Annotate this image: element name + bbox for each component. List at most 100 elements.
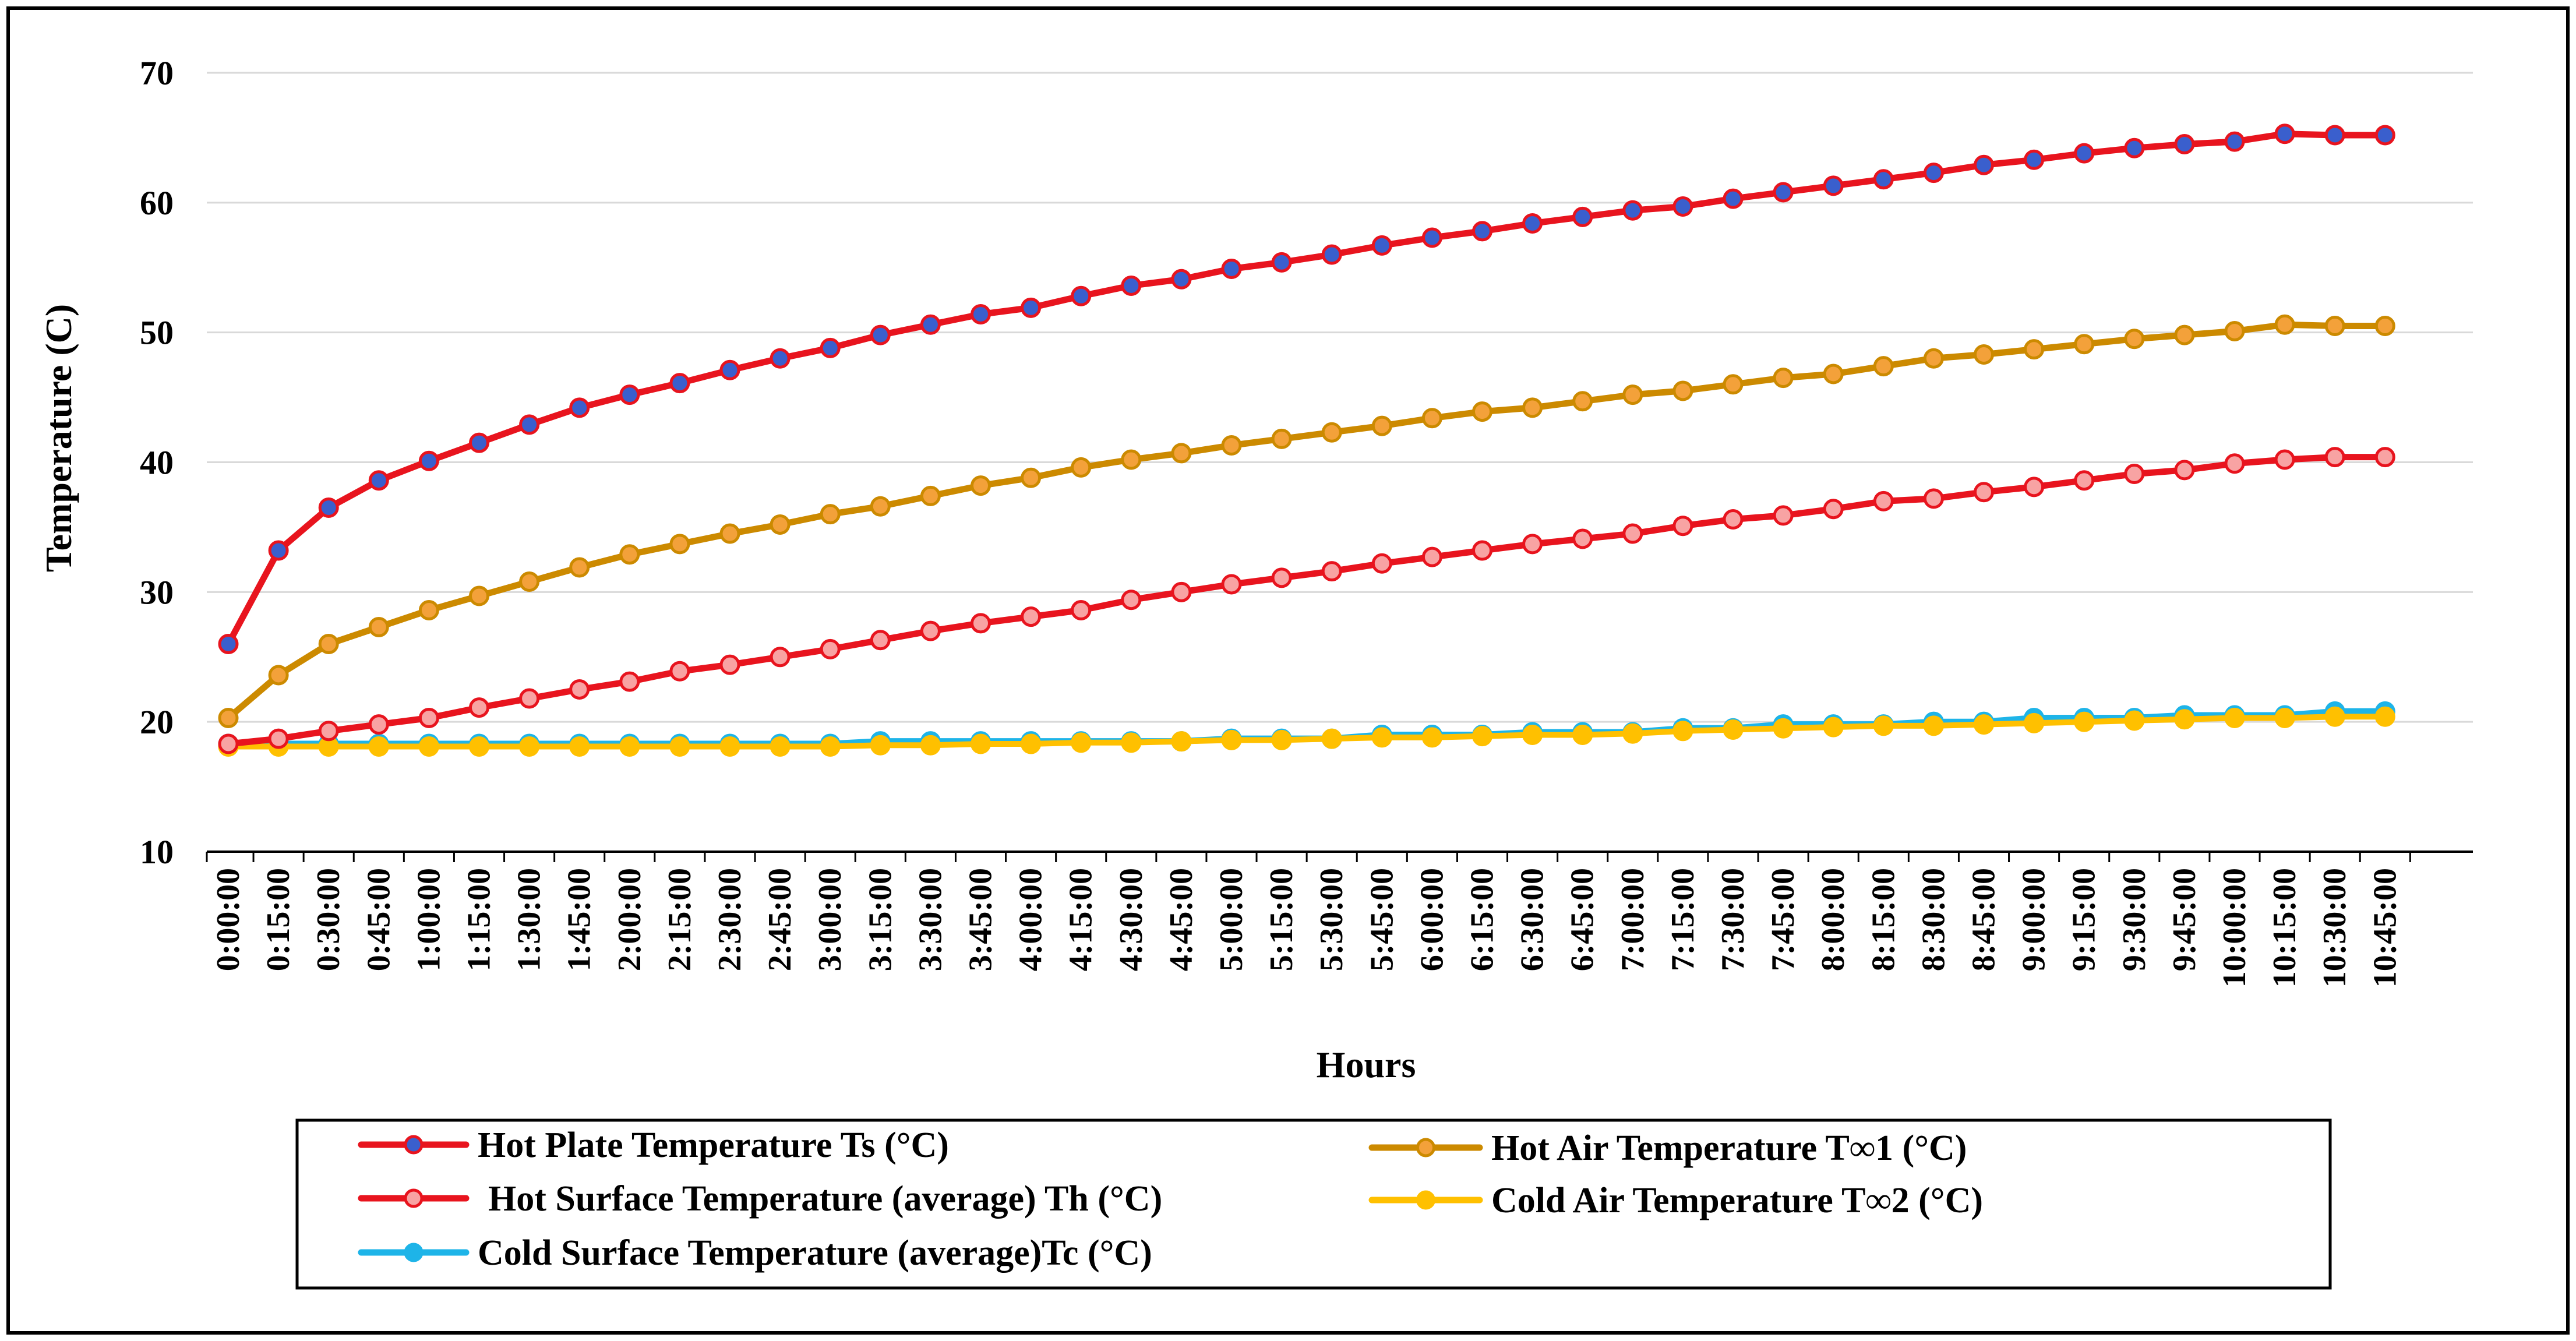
y-tick-label: 20: [140, 703, 174, 741]
data-point: [1221, 435, 1242, 456]
legend-item-5: Cold Surface Temperature (average)Tc (°C…: [358, 1233, 1152, 1273]
data-point: [1773, 505, 1794, 526]
data-point: [2174, 460, 2195, 481]
data-point: [1974, 482, 1994, 503]
data-point: [820, 337, 841, 358]
data-point: [1472, 540, 1492, 561]
data-point: [1622, 523, 1643, 544]
data-point: [519, 571, 540, 592]
data-point: [719, 654, 740, 675]
data-point: [1271, 428, 1292, 449]
data-point: [669, 661, 690, 682]
x-tick-label: 10:30:00: [2317, 868, 2353, 987]
legend-swatch-marker: [1416, 1138, 1435, 1158]
data-point: [770, 514, 791, 535]
data-point: [1021, 467, 1042, 488]
data-point: [1873, 715, 1894, 736]
data-point: [218, 733, 239, 754]
data-point: [1522, 213, 1543, 234]
data-point: [569, 679, 590, 700]
data-point: [2224, 707, 2245, 728]
data-point: [2374, 706, 2395, 727]
legend-swatch-marker: [404, 1188, 424, 1208]
data-point: [1672, 380, 1693, 401]
data-point: [2224, 320, 2245, 341]
data-point: [1321, 728, 1342, 749]
data-point: [1121, 590, 1142, 610]
data-point: [2374, 125, 2395, 146]
data-point: [1873, 169, 1894, 190]
x-tick-label: 9:30:00: [2116, 868, 2152, 971]
data-point: [569, 397, 590, 418]
data-point: [1522, 534, 1543, 555]
x-tick-label: 5:30:00: [1314, 868, 1350, 971]
data-point: [770, 647, 791, 668]
data-point: [1723, 374, 1744, 395]
data-point: [1522, 397, 1543, 418]
data-point: [2274, 449, 2295, 470]
data-point: [1121, 449, 1142, 470]
x-tick-label: 10:15:00: [2267, 868, 2303, 987]
series-1: [218, 123, 2395, 654]
data-point: [1572, 391, 1593, 412]
data-point: [920, 735, 941, 756]
x-tick-label: 3:00:00: [812, 868, 848, 971]
data-point: [920, 620, 941, 641]
data-point: [971, 475, 991, 496]
data-point: [1321, 422, 1342, 443]
data-point: [1371, 415, 1392, 436]
data-point: [2224, 453, 2245, 474]
data-point: [1622, 723, 1643, 744]
data-point: [318, 497, 339, 518]
legend-label: Hot Air Temperature T∞1 (°C): [1491, 1128, 1967, 1168]
legend-item-2: Hot Air Temperature T∞1 (°C): [1368, 1128, 1967, 1168]
data-point: [1171, 731, 1192, 752]
x-tick-label: 9:15:00: [2066, 868, 2102, 971]
data-point: [669, 736, 690, 757]
x-tick-label: 9:00:00: [2016, 868, 2052, 971]
x-tick-label: 8:30:00: [1915, 868, 1952, 971]
data-point: [1773, 718, 1794, 739]
x-tick-label: 7:30:00: [1715, 868, 1751, 971]
x-tick-label: 8:45:00: [1966, 868, 2002, 971]
data-point: [870, 630, 891, 651]
data-point: [368, 616, 389, 637]
data-point: [2024, 477, 2045, 497]
data-point: [1421, 727, 1442, 748]
data-point: [1823, 364, 1844, 384]
data-point: [469, 432, 489, 453]
x-tick-label: 2:15:00: [662, 868, 698, 971]
x-tick-label: 5:45:00: [1364, 868, 1400, 971]
x-tick-label: 2:30:00: [712, 868, 748, 971]
data-point: [1974, 714, 1994, 735]
y-axis-title: Temperature (C): [38, 304, 79, 572]
series-2: [218, 314, 2395, 728]
data-point: [1873, 356, 1894, 377]
data-point: [2124, 137, 2145, 158]
data-point: [2024, 712, 2045, 733]
data-point: [1723, 188, 1744, 209]
data-point: [2324, 706, 2345, 727]
data-point: [1021, 297, 1042, 318]
data-point: [1622, 384, 1643, 405]
x-tick-label: 6:15:00: [1465, 868, 1501, 971]
y-tick-label: 30: [140, 573, 174, 611]
data-point: [418, 736, 439, 757]
legend-label: Cold Surface Temperature (average)Tc (°C…: [478, 1233, 1152, 1273]
data-point: [418, 600, 439, 621]
data-point: [870, 324, 891, 345]
data-point: [368, 470, 389, 491]
data-point: [1371, 235, 1392, 256]
data-point: [669, 534, 690, 555]
y-tick-label: 50: [140, 314, 174, 352]
data-point: [1221, 729, 1242, 750]
data-point: [569, 557, 590, 578]
data-point: [2224, 131, 2245, 152]
x-tick-label: 6:45:00: [1565, 868, 1601, 971]
data-point: [669, 373, 690, 394]
data-point: [2024, 149, 2045, 170]
series: [218, 123, 2395, 757]
x-tick-label: 1:45:00: [562, 868, 598, 971]
data-point: [1271, 567, 1292, 588]
